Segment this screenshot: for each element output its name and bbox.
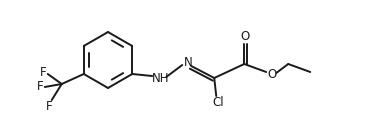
Text: NH: NH xyxy=(151,72,169,84)
Text: Cl: Cl xyxy=(212,96,224,110)
Text: O: O xyxy=(241,30,250,44)
Text: F: F xyxy=(40,67,46,79)
Text: N: N xyxy=(184,56,192,70)
Text: O: O xyxy=(268,67,277,81)
Text: F: F xyxy=(36,81,43,93)
Text: F: F xyxy=(45,100,52,112)
